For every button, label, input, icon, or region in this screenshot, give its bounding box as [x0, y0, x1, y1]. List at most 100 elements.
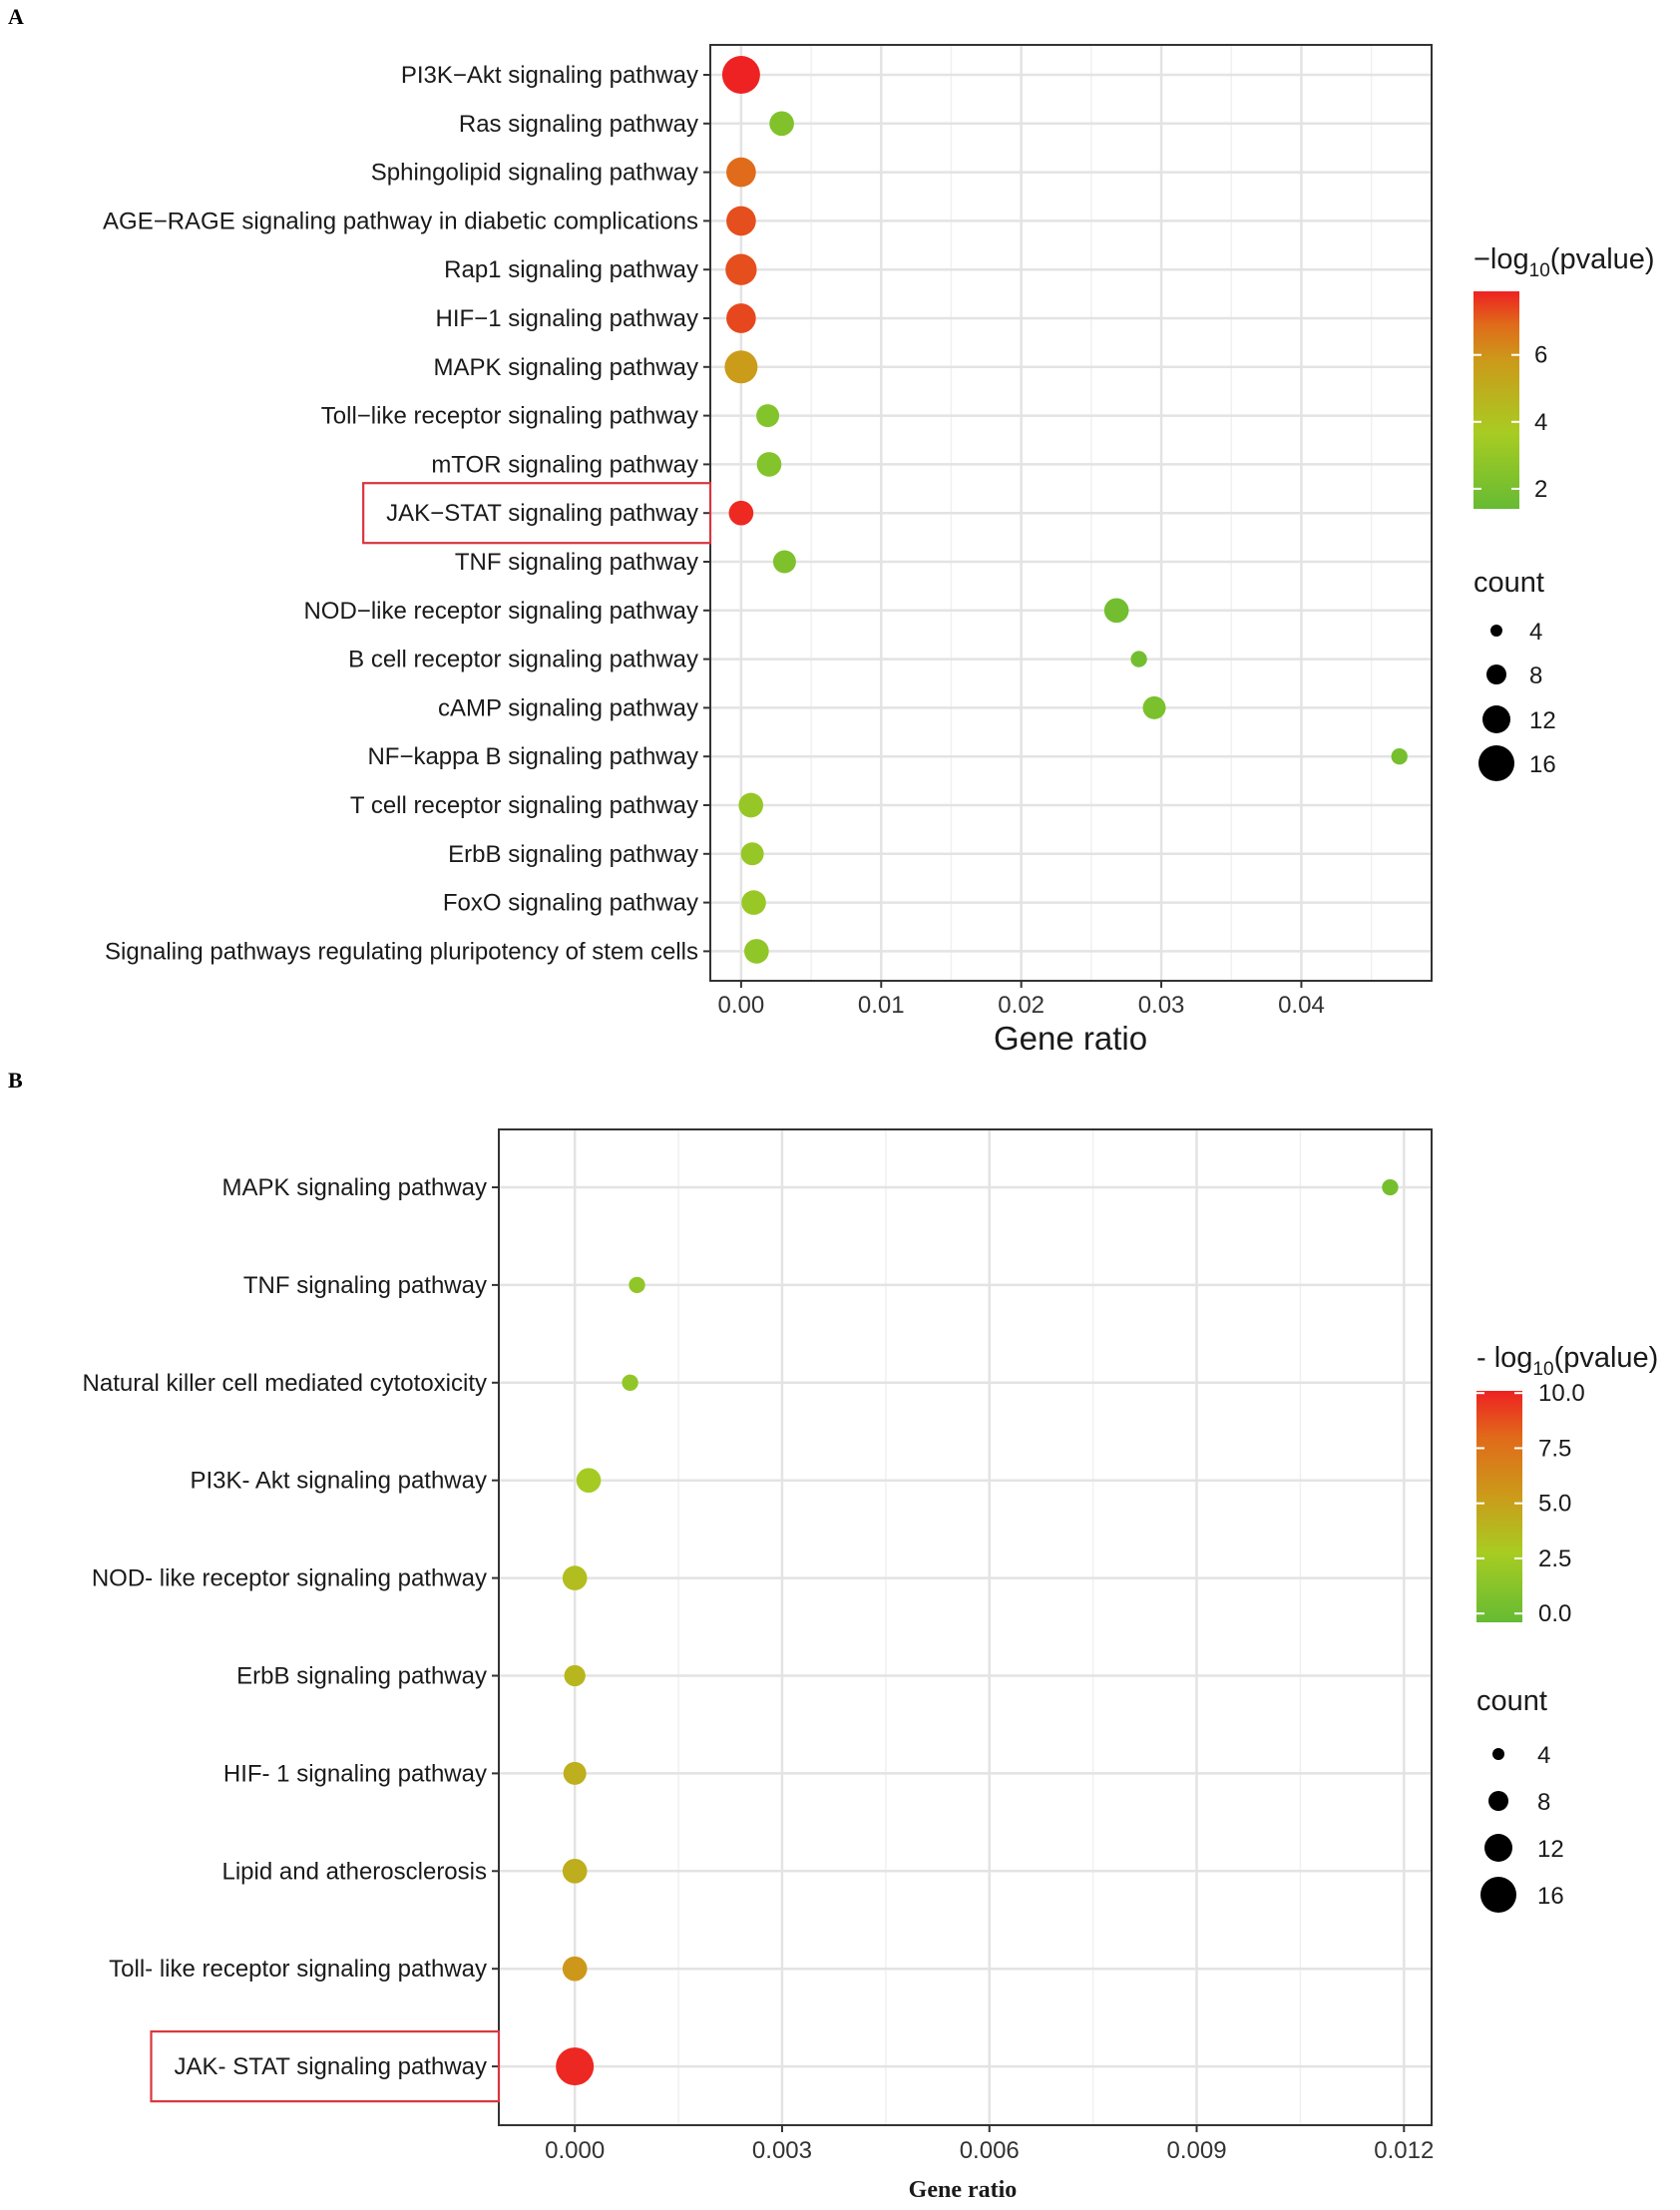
data-point: [756, 404, 780, 428]
x-tick-label: 0.02: [998, 992, 1045, 1019]
x-tick-label: 0.006: [960, 2137, 1020, 2164]
category-label: Rap1 signaling pathway: [444, 256, 698, 283]
data-point: [1130, 651, 1147, 667]
plot-panel: [499, 1129, 1432, 2125]
size-legend-label: 16: [1529, 751, 1556, 778]
color-legend-title: −log10(pvalue): [1473, 243, 1655, 281]
category-label: PI3K−Akt signaling pathway: [401, 62, 698, 89]
x-tick-label: 0.00: [718, 992, 765, 1019]
category-label: FoxO signaling pathway: [443, 890, 698, 917]
data-point: [741, 890, 766, 915]
data-point: [556, 2047, 595, 2086]
x-axis-title: Gene ratio: [909, 2177, 1018, 2203]
data-point: [726, 303, 756, 333]
size-legend-label: 8: [1537, 1789, 1550, 1816]
data-point: [726, 206, 756, 236]
category-label: Ras signaling pathway: [459, 111, 698, 138]
chart-b: MAPK signaling pathway TNF signaling path…: [83, 1128, 1658, 2203]
size-legend-dot: [1484, 1834, 1512, 1862]
data-point: [738, 792, 764, 818]
colorbar-label: 5.0: [1538, 1491, 1571, 1518]
category-label: AGE−RAGE signaling pathway in diabetic c…: [103, 208, 698, 234]
plot-border: [498, 1128, 1433, 2126]
category-label: JAK−STAT signaling pathway: [386, 500, 698, 527]
x-tick-label: 0.009: [1166, 2137, 1226, 2164]
data-point: [726, 157, 756, 188]
panel-label-b: B: [8, 1068, 23, 1093]
colorbar-label: 2.5: [1538, 1546, 1571, 1572]
data-point: [772, 550, 796, 574]
data-point: [576, 1468, 602, 1494]
category-label: B cell receptor signaling pathway: [348, 647, 698, 673]
colorbar: [1476, 1391, 1522, 1622]
category-label: T cell receptor signaling pathway: [350, 792, 698, 819]
data-point: [1391, 748, 1408, 765]
category-label: MAPK signaling pathway: [222, 1174, 487, 1201]
category-label: HIF- 1 signaling pathway: [223, 1760, 487, 1787]
category-label: Natural killer cell mediated cytotoxicit…: [83, 1370, 487, 1397]
colorbar: [1473, 291, 1519, 509]
size-legend-dot: [1490, 625, 1502, 637]
data-point: [563, 1761, 587, 1785]
category-label: Toll- like receptor signaling pathway: [109, 1956, 487, 1983]
category-label: TNF signaling pathway: [455, 549, 698, 576]
size-legend-label: 4: [1537, 1742, 1550, 1769]
category-label: mTOR signaling pathway: [431, 451, 698, 478]
category-label: PI3K- Akt signaling pathway: [190, 1468, 487, 1495]
category-label: Sphingolipid signaling pathway: [371, 160, 698, 187]
category-label: Signaling pathways regulating pluripoten…: [105, 938, 698, 965]
colorbar-label: 2: [1534, 476, 1547, 503]
size-legend-dot: [1486, 664, 1506, 684]
size-legend-title: count: [1476, 1685, 1547, 1717]
data-point: [622, 1374, 638, 1391]
category-label: Toll−like receptor signaling pathway: [321, 403, 698, 430]
chart-a: PI3K−Akt signaling pathway Ras signaling …: [103, 44, 1655, 1057]
size-legend-dot: [1488, 1791, 1508, 1811]
data-point: [728, 500, 754, 526]
category-label: NOD- like receptor signaling pathway: [92, 1565, 487, 1592]
x-tick-label: 0.04: [1278, 992, 1325, 1019]
category-label: HIF−1 signaling pathway: [436, 305, 698, 332]
data-point: [562, 1956, 588, 1982]
data-point: [721, 56, 760, 94]
data-point: [740, 842, 764, 866]
category-label: NF−kappa B signaling pathway: [367, 743, 698, 770]
data-point: [562, 1858, 588, 1884]
category-label: Lipid and atherosclerosis: [222, 1858, 488, 1885]
data-point: [725, 253, 757, 285]
data-point: [743, 939, 769, 964]
size-legend-dot: [1492, 1748, 1504, 1760]
colorbar-label: 4: [1534, 409, 1547, 436]
colorbar-label: 10.0: [1538, 1380, 1585, 1407]
color-legend-title: - log10(pvalue): [1476, 1342, 1658, 1380]
size-legend-label: 8: [1529, 663, 1542, 689]
x-tick-label: 0.012: [1374, 2137, 1434, 2164]
size-legend-label: 16: [1537, 1883, 1564, 1910]
x-tick-label: 0.000: [545, 2137, 605, 2164]
size-legend-dot: [1478, 745, 1514, 781]
size-legend-label: 12: [1529, 707, 1556, 734]
category-label: TNF signaling pathway: [243, 1272, 487, 1299]
x-tick-label: 0.03: [1138, 992, 1185, 1019]
size-legend-title: count: [1473, 567, 1544, 599]
size-legend-dot: [1480, 1877, 1516, 1913]
x-axis-title: Gene ratio: [994, 1020, 1147, 1057]
x-tick-label: 0.003: [752, 2137, 812, 2164]
data-point: [769, 111, 794, 137]
colorbar-label: 7.5: [1538, 1435, 1571, 1462]
highlight-box: [150, 2029, 501, 2103]
data-point: [1103, 598, 1129, 624]
data-point: [1142, 695, 1166, 719]
panel-label-a: A: [8, 4, 24, 29]
category-label: JAK- STAT signaling pathway: [175, 2053, 487, 2080]
data-point: [629, 1276, 645, 1294]
category-label: ErbB signaling pathway: [448, 841, 698, 868]
size-legend-dot: [1482, 705, 1510, 733]
category-label: MAPK signaling pathway: [434, 354, 698, 381]
highlight-box: [362, 482, 712, 545]
category-label: NOD−like receptor signaling pathway: [303, 598, 698, 625]
colorbar-label: 6: [1534, 342, 1547, 369]
x-tick-label: 0.01: [858, 992, 905, 1019]
colorbar-label: 0.0: [1538, 1600, 1571, 1627]
